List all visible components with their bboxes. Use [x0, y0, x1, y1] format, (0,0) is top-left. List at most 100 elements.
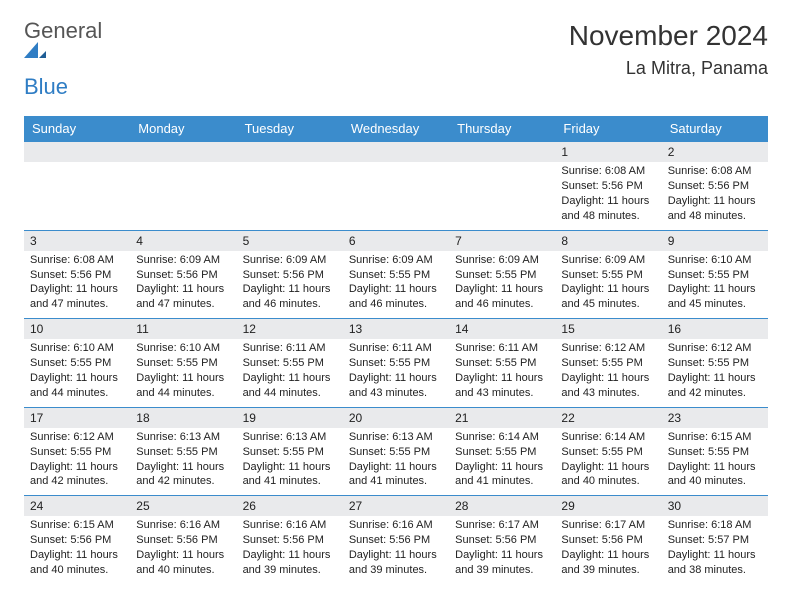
sunset-line: Sunset: 5:55 PM	[349, 356, 443, 371]
week-row: 1Sunrise: 6:08 AMSunset: 5:56 PMDaylight…	[24, 142, 768, 231]
day-cell: 16Sunrise: 6:12 AMSunset: 5:55 PMDayligh…	[662, 319, 768, 408]
day1-line: Daylight: 11 hours	[136, 282, 230, 297]
day-number: 2	[662, 142, 768, 162]
sunrise-line: Sunrise: 6:09 AM	[349, 253, 443, 268]
sunset-line: Sunset: 5:55 PM	[561, 445, 655, 460]
sunrise-line: Sunrise: 6:10 AM	[30, 341, 124, 356]
sunrise-line: Sunrise: 6:09 AM	[243, 253, 337, 268]
calendar-table: Sunday Monday Tuesday Wednesday Thursday…	[24, 116, 768, 584]
day2-line: and 47 minutes.	[30, 297, 124, 312]
sunrise-line: Sunrise: 6:10 AM	[668, 253, 762, 268]
day-cell	[24, 142, 130, 231]
day-cell: 19Sunrise: 6:13 AMSunset: 5:55 PMDayligh…	[237, 407, 343, 496]
day-number: 23	[662, 408, 768, 428]
sunset-line: Sunset: 5:55 PM	[30, 356, 124, 371]
day-cell: 3Sunrise: 6:08 AMSunset: 5:56 PMDaylight…	[24, 230, 130, 319]
day-cell: 21Sunrise: 6:14 AMSunset: 5:55 PMDayligh…	[449, 407, 555, 496]
day1-line: Daylight: 11 hours	[243, 460, 337, 475]
sunset-line: Sunset: 5:55 PM	[243, 445, 337, 460]
day1-line: Daylight: 11 hours	[668, 194, 762, 209]
sunrise-line: Sunrise: 6:14 AM	[455, 430, 549, 445]
day-cell: 23Sunrise: 6:15 AMSunset: 5:55 PMDayligh…	[662, 407, 768, 496]
day-cell: 10Sunrise: 6:10 AMSunset: 5:55 PMDayligh…	[24, 319, 130, 408]
sunrise-line: Sunrise: 6:16 AM	[349, 518, 443, 533]
sunset-line: Sunset: 5:55 PM	[455, 268, 549, 283]
sunset-line: Sunset: 5:55 PM	[455, 356, 549, 371]
day-number: 7	[449, 231, 555, 251]
day-cell: 27Sunrise: 6:16 AMSunset: 5:56 PMDayligh…	[343, 496, 449, 584]
day-number: 28	[449, 496, 555, 516]
sunset-line: Sunset: 5:56 PM	[30, 533, 124, 548]
sunset-line: Sunset: 5:55 PM	[349, 445, 443, 460]
day1-line: Daylight: 11 hours	[349, 282, 443, 297]
day-cell: 20Sunrise: 6:13 AMSunset: 5:55 PMDayligh…	[343, 407, 449, 496]
day-number: 5	[237, 231, 343, 251]
day-cell: 28Sunrise: 6:17 AMSunset: 5:56 PMDayligh…	[449, 496, 555, 584]
day2-line: and 41 minutes.	[455, 474, 549, 489]
day2-line: and 42 minutes.	[30, 474, 124, 489]
sunset-line: Sunset: 5:55 PM	[668, 356, 762, 371]
sunset-line: Sunset: 5:55 PM	[668, 445, 762, 460]
sail-icon	[24, 42, 104, 60]
day-cell: 9Sunrise: 6:10 AMSunset: 5:55 PMDaylight…	[662, 230, 768, 319]
day2-line: and 46 minutes.	[243, 297, 337, 312]
day-cell: 12Sunrise: 6:11 AMSunset: 5:55 PMDayligh…	[237, 319, 343, 408]
day2-line: and 42 minutes.	[668, 386, 762, 401]
day1-line: Daylight: 11 hours	[455, 371, 549, 386]
sunrise-line: Sunrise: 6:16 AM	[243, 518, 337, 533]
sunrise-line: Sunrise: 6:13 AM	[136, 430, 230, 445]
sunrise-line: Sunrise: 6:12 AM	[668, 341, 762, 356]
col-thursday: Thursday	[449, 116, 555, 142]
day-cell	[449, 142, 555, 231]
day-number: 6	[343, 231, 449, 251]
day1-line: Daylight: 11 hours	[455, 460, 549, 475]
sunset-line: Sunset: 5:55 PM	[349, 268, 443, 283]
day-number: 8	[555, 231, 661, 251]
day-cell	[130, 142, 236, 231]
sunrise-line: Sunrise: 6:12 AM	[30, 430, 124, 445]
week-row: 17Sunrise: 6:12 AMSunset: 5:55 PMDayligh…	[24, 407, 768, 496]
day-number: 18	[130, 408, 236, 428]
day1-line: Daylight: 11 hours	[668, 282, 762, 297]
day1-line: Daylight: 11 hours	[668, 548, 762, 563]
day1-line: Daylight: 11 hours	[243, 371, 337, 386]
day2-line: and 38 minutes.	[668, 563, 762, 578]
sunset-line: Sunset: 5:55 PM	[30, 445, 124, 460]
sunset-line: Sunset: 5:56 PM	[561, 533, 655, 548]
day-cell: 17Sunrise: 6:12 AMSunset: 5:55 PMDayligh…	[24, 407, 130, 496]
day2-line: and 46 minutes.	[349, 297, 443, 312]
calendar-body: 1Sunrise: 6:08 AMSunset: 5:56 PMDaylight…	[24, 142, 768, 584]
day-cell: 14Sunrise: 6:11 AMSunset: 5:55 PMDayligh…	[449, 319, 555, 408]
day-number: 13	[343, 319, 449, 339]
col-sunday: Sunday	[24, 116, 130, 142]
day-cell: 22Sunrise: 6:14 AMSunset: 5:55 PMDayligh…	[555, 407, 661, 496]
sunset-line: Sunset: 5:55 PM	[561, 268, 655, 283]
sunrise-line: Sunrise: 6:17 AM	[455, 518, 549, 533]
day1-line: Daylight: 11 hours	[136, 460, 230, 475]
sunrise-line: Sunrise: 6:15 AM	[668, 430, 762, 445]
day-cell: 15Sunrise: 6:12 AMSunset: 5:55 PMDayligh…	[555, 319, 661, 408]
day2-line: and 45 minutes.	[561, 297, 655, 312]
day2-line: and 41 minutes.	[243, 474, 337, 489]
day1-line: Daylight: 11 hours	[349, 548, 443, 563]
day-cell: 1Sunrise: 6:08 AMSunset: 5:56 PMDaylight…	[555, 142, 661, 231]
day-number: 29	[555, 496, 661, 516]
day-cell: 13Sunrise: 6:11 AMSunset: 5:55 PMDayligh…	[343, 319, 449, 408]
day2-line: and 40 minutes.	[668, 474, 762, 489]
day-number: 10	[24, 319, 130, 339]
sunset-line: Sunset: 5:55 PM	[136, 356, 230, 371]
day1-line: Daylight: 11 hours	[243, 548, 337, 563]
day1-line: Daylight: 11 hours	[30, 548, 124, 563]
day1-line: Daylight: 11 hours	[136, 371, 230, 386]
day-number: 14	[449, 319, 555, 339]
sunrise-line: Sunrise: 6:08 AM	[668, 164, 762, 179]
sunrise-line: Sunrise: 6:09 AM	[136, 253, 230, 268]
day-number: 26	[237, 496, 343, 516]
sunset-line: Sunset: 5:56 PM	[136, 268, 230, 283]
sunset-line: Sunset: 5:56 PM	[349, 533, 443, 548]
day-number: 12	[237, 319, 343, 339]
day2-line: and 39 minutes.	[455, 563, 549, 578]
day2-line: and 41 minutes.	[349, 474, 443, 489]
col-friday: Friday	[555, 116, 661, 142]
col-tuesday: Tuesday	[237, 116, 343, 142]
